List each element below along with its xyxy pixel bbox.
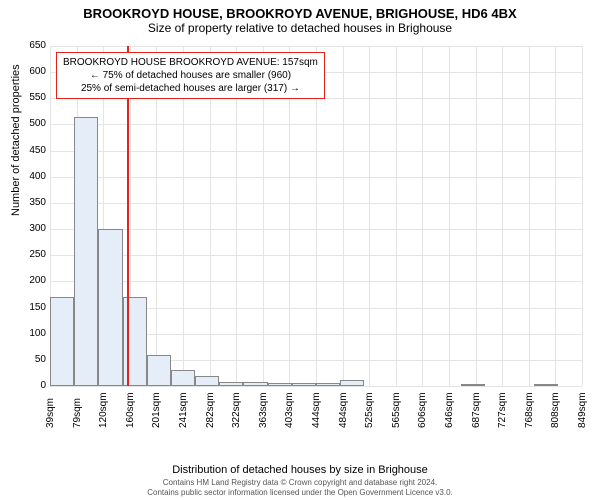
x-tick-label: 484sqm [338,392,349,428]
histogram-bar [243,382,267,386]
chart-wrap: 0501001502002503003504004505005506006503… [50,46,582,424]
x-axis-label: Distribution of detached houses by size … [0,464,600,476]
x-tick-label: 646sqm [444,392,455,428]
x-tick-label: 39sqm [45,398,56,428]
y-tick-label: 50 [35,355,50,365]
histogram-bar [219,382,243,386]
annotation-line: BROOKROYD HOUSE BROOKROYD AVENUE: 157sqm [63,56,318,69]
histogram-bar [534,384,558,386]
footer-line-1: Contains HM Land Registry data © Crown c… [0,478,600,488]
gridline-v [529,46,530,386]
annotation-line: ← 75% of detached houses are smaller (96… [63,69,318,82]
chart-container: BROOKROYD HOUSE, BROOKROYD AVENUE, BRIGH… [0,0,600,500]
x-tick-label: 444sqm [311,392,322,428]
gridline-v [555,46,556,386]
y-tick-label: 600 [29,67,50,77]
y-tick-label: 300 [29,224,50,234]
x-tick-label: 565sqm [391,392,402,428]
plot-area: 0501001502002503003504004505005506006503… [50,46,582,386]
gridline-v [422,46,423,386]
histogram-bar [340,380,364,386]
gridline-v [343,46,344,386]
x-tick-label: 79sqm [72,398,83,428]
histogram-bar [316,383,340,386]
gridline-v [582,46,583,386]
x-tick-label: 282sqm [205,392,216,428]
histogram-bar [98,229,122,386]
footer-line-2: Contains public sector information licen… [0,488,600,498]
y-tick-label: 550 [29,93,50,103]
x-tick-label: 808sqm [550,392,561,428]
gridline-v [502,46,503,386]
histogram-bar [268,383,292,386]
y-axis-label: Number of detached properties [10,64,22,216]
x-tick-label: 525sqm [364,392,375,428]
x-tick-label: 687sqm [471,392,482,428]
histogram-bar [461,384,485,386]
x-tick-label: 322sqm [231,392,242,428]
y-tick-label: 150 [29,303,50,313]
annotation-box: BROOKROYD HOUSE BROOKROYD AVENUE: 157sqm… [56,52,325,99]
y-tick-label: 450 [29,146,50,156]
x-tick-label: 363sqm [258,392,269,428]
gridline-v [476,46,477,386]
gridline-v [449,46,450,386]
x-tick-label: 241sqm [178,392,189,428]
x-tick-label: 403sqm [284,392,295,428]
x-tick-label: 606sqm [417,392,428,428]
histogram-bar [195,376,219,386]
y-tick-label: 350 [29,198,50,208]
histogram-bar [292,383,316,386]
chart-title-main: BROOKROYD HOUSE, BROOKROYD AVENUE, BRIGH… [0,0,600,21]
x-tick-label: 120sqm [98,392,109,428]
y-tick-label: 0 [40,381,50,391]
y-tick-label: 400 [29,172,50,182]
gridline-v [369,46,370,386]
y-tick-label: 250 [29,250,50,260]
y-tick-label: 200 [29,276,50,286]
histogram-bar [50,297,74,386]
gridline-v [396,46,397,386]
footer: Contains HM Land Registry data © Crown c… [0,478,600,498]
chart-title-sub: Size of property relative to detached ho… [0,21,600,35]
x-tick-label: 768sqm [524,392,535,428]
histogram-bar [171,370,195,386]
x-tick-label: 727sqm [497,392,508,428]
gridline-h [50,386,582,387]
y-tick-label: 500 [29,119,50,129]
x-tick-label: 201sqm [151,392,162,428]
histogram-bar [147,355,171,386]
x-tick-label: 849sqm [577,392,588,428]
y-tick-label: 100 [29,329,50,339]
x-tick-label: 160sqm [125,392,136,428]
histogram-bar [74,117,98,386]
annotation-line: 25% of semi-detached houses are larger (… [63,82,318,95]
y-tick-label: 650 [29,41,50,51]
